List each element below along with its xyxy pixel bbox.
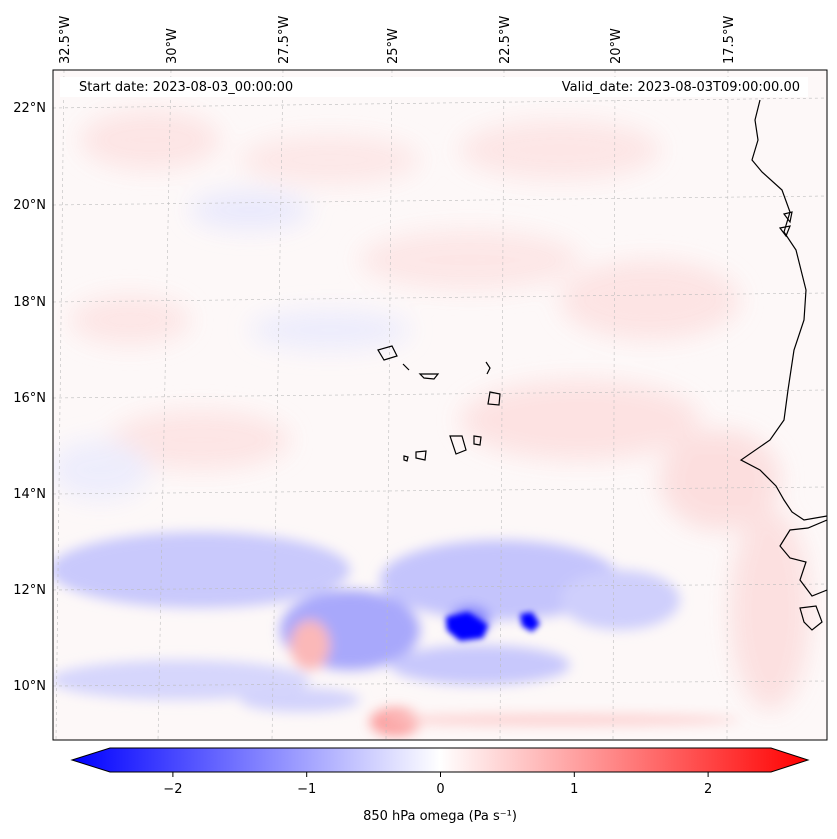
lat-tick-label: 16°N xyxy=(13,391,46,406)
omega-field xyxy=(53,70,827,740)
start-date-label: Start date: 2023-08-03_00:00:00 xyxy=(79,80,293,95)
lon-tick-label: 27.5°W xyxy=(277,16,292,64)
lon-tick-label: 30°W xyxy=(165,28,180,64)
colorbar-ticks: −2 −1 0 1 2 xyxy=(163,772,712,797)
valid-date-label: Valid_date: 2023-08-03T09:00:00.00 xyxy=(562,80,800,95)
title-band xyxy=(60,77,808,97)
coastlines xyxy=(377,99,827,631)
lon-tick-label: 17.5°W xyxy=(722,16,737,64)
colorbar: −2 −1 0 1 2 850 hPa omega (Pa s⁻¹) xyxy=(70,747,810,824)
lat-tick-label: 18°N xyxy=(13,295,46,310)
lat-tick-label: 20°N xyxy=(13,198,46,213)
colorbar-label: 850 hPa omega (Pa s⁻¹) xyxy=(363,809,517,824)
lon-tick-label: 20°W xyxy=(609,28,624,64)
lon-tick-label: 22.5°W xyxy=(498,16,513,64)
colorbar-tick-label: 1 xyxy=(570,782,578,797)
lat-tick-label: 22°N xyxy=(13,101,46,116)
colorbar-tick-label: 0 xyxy=(436,782,444,797)
colorbar-tick-label: −2 xyxy=(163,782,182,797)
graticule xyxy=(53,70,827,740)
lat-tick-label: 14°N xyxy=(13,487,46,502)
longitude-axis: 32.5°W 30°W 27.5°W 25°W 22.5°W 20°W 17.5… xyxy=(58,16,737,64)
lon-tick-label: 25°W xyxy=(386,28,401,64)
lat-tick-label: 10°N xyxy=(13,679,46,694)
colorbar-gradient xyxy=(70,747,810,773)
colorbar-tick-label: 2 xyxy=(704,782,712,797)
colorbar-tick-label: −1 xyxy=(297,782,316,797)
map-frame xyxy=(52,69,828,741)
lat-tick-label: 12°N xyxy=(13,583,46,598)
lon-tick-label: 32.5°W xyxy=(58,16,73,64)
latitude-axis: 22°N 20°N 18°N 16°N 14°N 12°N 10°N xyxy=(13,101,46,694)
